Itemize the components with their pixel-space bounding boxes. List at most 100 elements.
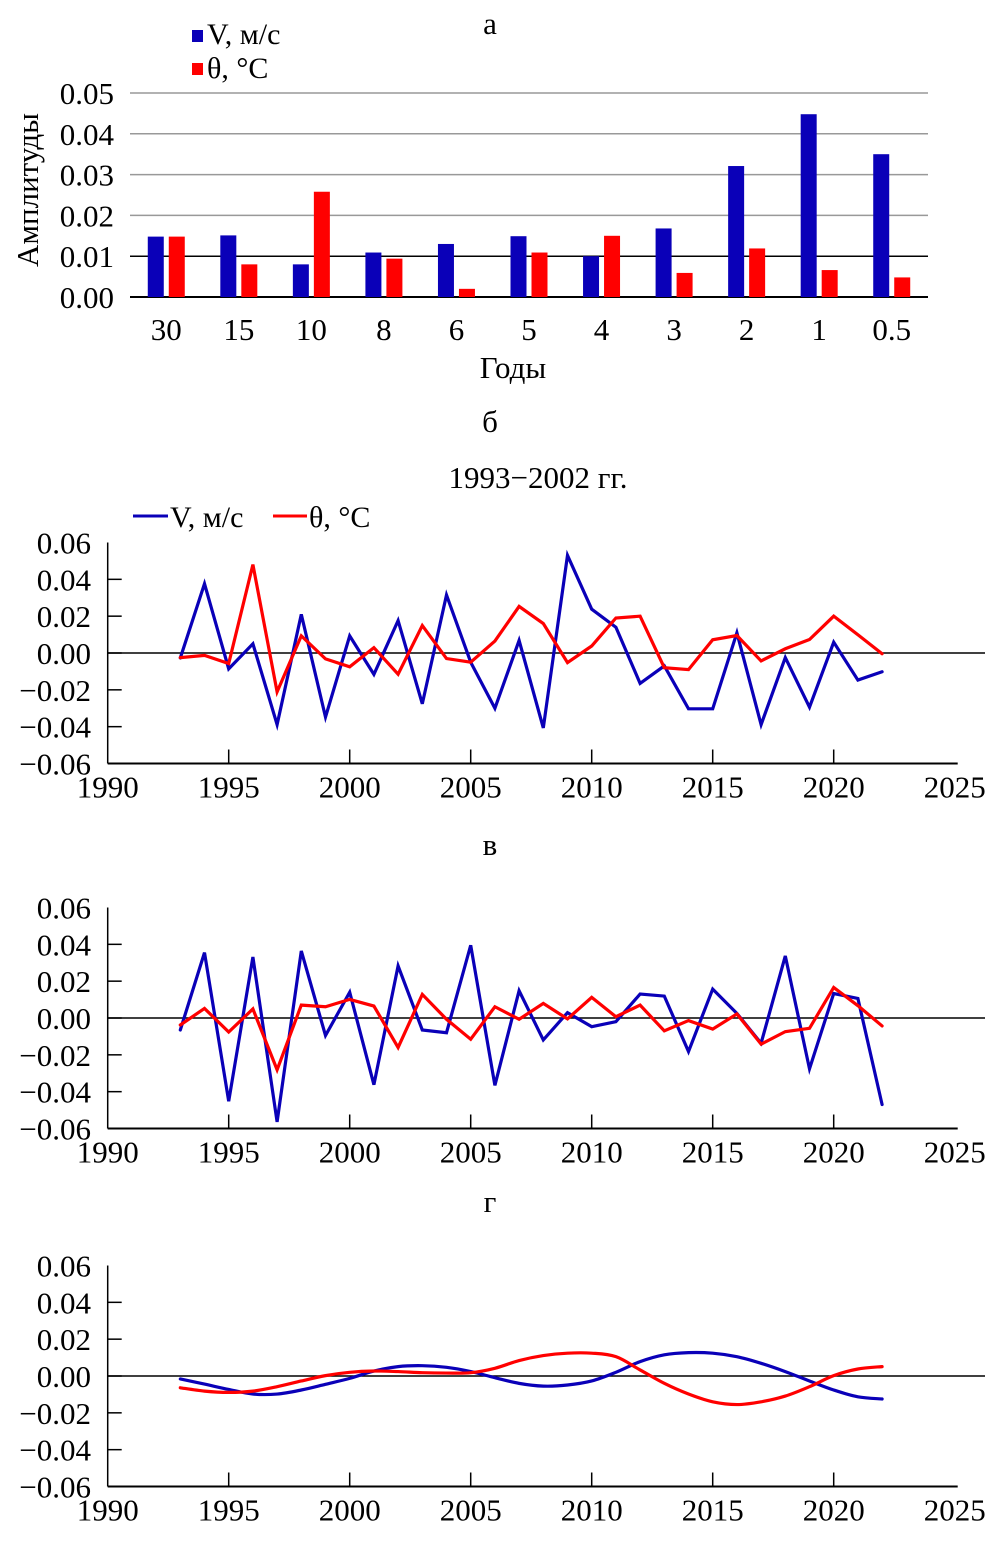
x-tick-label: 2015 — [682, 770, 744, 805]
y-tick-label: 0.00 — [37, 1359, 91, 1394]
x-tick-label: 2000 — [319, 1493, 381, 1528]
x-tick-label: 1995 — [198, 1135, 260, 1170]
x-tick-label: 2000 — [319, 1135, 381, 1170]
panel-label-a: а — [483, 6, 497, 41]
line-chart-b: б 1993−2002 гг. V, м/с θ, °C 0.060.040.0… — [19, 404, 985, 805]
x-tick-label: 2015 — [682, 1135, 744, 1170]
bar-v — [583, 256, 600, 297]
bar-v — [147, 236, 164, 297]
x-tick-label: 2020 — [803, 1493, 865, 1528]
x-tick-label: 4 — [594, 312, 610, 347]
y-tick-label: −0.02 — [19, 1396, 91, 1431]
chart-title-b: 1993−2002 гг. — [449, 460, 628, 495]
panel-label-d: г — [484, 1184, 497, 1219]
y-tick-label: 0.04 — [37, 562, 92, 597]
y-tick-label: 0.00 — [60, 280, 114, 315]
x-tick-label: 2010 — [561, 770, 623, 805]
bar-v — [437, 243, 454, 297]
series-line-v — [178, 549, 884, 732]
panel-label-b: б — [482, 404, 498, 439]
x-tick-label: 0.5 — [872, 312, 911, 347]
y-tick-label: −0.02 — [19, 673, 91, 708]
bar-theta — [168, 236, 185, 297]
bar-v — [655, 228, 672, 297]
series-line-theta — [178, 1351, 884, 1407]
bars — [147, 114, 911, 297]
x-tick-label: 1 — [811, 312, 827, 347]
x-tick-label: 2020 — [803, 770, 865, 805]
x-tick-label: 1995 — [198, 770, 260, 805]
y-tick-label: 0.00 — [37, 1001, 91, 1036]
bar-theta — [604, 235, 621, 297]
x-tick-label: 30 — [151, 312, 182, 347]
y-tick-label: −0.06 — [19, 1112, 91, 1147]
y-tick-label: −0.04 — [19, 1075, 91, 1110]
x-tick-label: 2015 — [682, 1493, 744, 1528]
bar-theta — [241, 264, 258, 297]
y-axis-label: Амплитуды — [10, 113, 45, 267]
y-tick-label: 0.06 — [37, 526, 91, 561]
y-tick-labels: 0.00 0.01 0.02 0.03 0.04 0.05 — [60, 76, 115, 315]
legend-swatch-v — [192, 30, 203, 42]
x-tick-label: 2005 — [440, 1135, 502, 1170]
x-tick-label: 2005 — [440, 770, 502, 805]
x-tick-label: 2010 — [561, 1493, 623, 1528]
y-tick-label: 0.02 — [60, 198, 114, 233]
bar-theta — [676, 272, 693, 297]
x-tick-label: 10 — [296, 312, 327, 347]
x-tick-label: 2025 — [924, 770, 986, 805]
legend-swatch-theta — [192, 63, 203, 75]
bar-theta — [531, 252, 548, 297]
y-tick-label: 0.00 — [37, 636, 91, 671]
legend-bar: V, м/с θ, °C — [192, 18, 280, 85]
x-tick-label: 2020 — [803, 1135, 865, 1170]
x-tick-label: 1990 — [77, 1135, 139, 1170]
y-tick-label: −0.04 — [19, 1433, 91, 1468]
x-tick-label: 6 — [449, 312, 465, 347]
x-tick-label: 2 — [739, 312, 755, 347]
bar-theta — [386, 258, 403, 297]
legend-label-theta: θ, °C — [207, 52, 268, 85]
x-tick-label: 2005 — [440, 1493, 502, 1528]
y-tick-label: −0.06 — [19, 1470, 91, 1505]
y-tick-label: 0.02 — [37, 599, 91, 634]
bar-theta — [313, 191, 330, 297]
bar-theta — [458, 288, 475, 297]
x-tick-label: 1995 — [198, 1493, 260, 1528]
x-tick-label: 2000 — [319, 770, 381, 805]
legend-label-v: V, м/с — [207, 18, 280, 51]
y-tick-label: 0.03 — [60, 158, 114, 193]
y-tick-label: 0.04 — [37, 1285, 92, 1320]
gridlines — [130, 92, 928, 298]
x-tick-label: 1990 — [77, 770, 139, 805]
y-tick-label: 0.01 — [60, 239, 114, 274]
bar-theta — [821, 270, 838, 297]
y-tick-label: −0.06 — [19, 747, 91, 782]
y-tick-label: 0.04 — [60, 117, 115, 152]
x-tick-labels: 30 15 10 8 6 5 4 3 2 1 0.5 — [151, 312, 911, 347]
bar-theta — [894, 277, 911, 297]
y-tick-label: 0.06 — [37, 891, 91, 926]
y-tick-label: −0.02 — [19, 1038, 91, 1073]
x-axis-label: Годы — [480, 350, 547, 385]
x-tick-label: 5 — [521, 312, 537, 347]
panel-label-c: в — [483, 827, 498, 862]
bar-v — [510, 236, 527, 297]
y-tick-label: 0.04 — [37, 927, 92, 962]
series-line-v — [178, 1350, 884, 1401]
x-tick-label: 8 — [376, 312, 392, 347]
bar-theta — [749, 248, 766, 297]
legend-line: V, м/с θ, °C — [133, 501, 370, 534]
series-line-v — [178, 944, 884, 1123]
x-tick-label: 2010 — [561, 1135, 623, 1170]
y-tick-label: −0.04 — [19, 710, 91, 745]
bar-v — [800, 114, 817, 297]
series-line-theta — [178, 985, 884, 1075]
x-tick-label: 15 — [223, 312, 254, 347]
bar-v — [728, 166, 745, 297]
